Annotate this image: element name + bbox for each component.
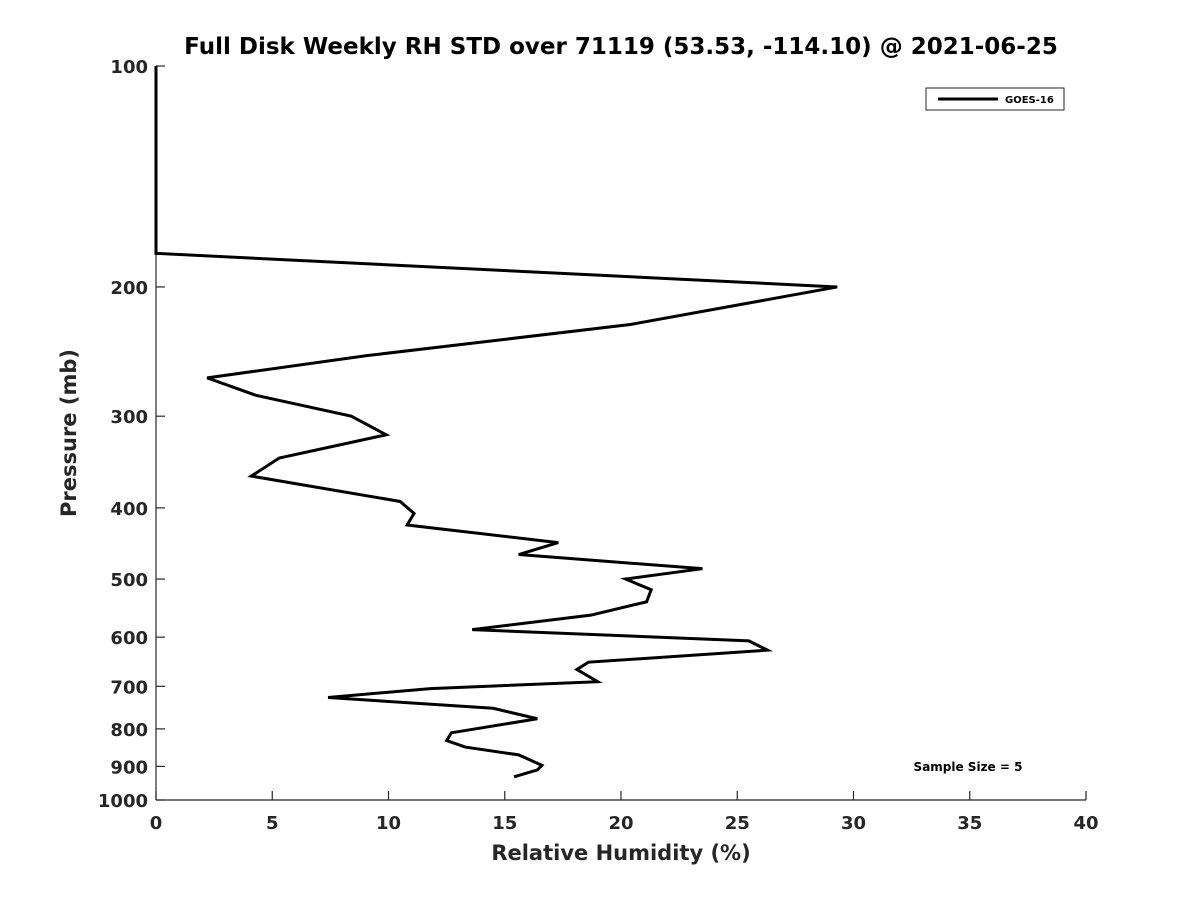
x-tick-label-8: 40 [1073,813,1098,834]
x-tick-label-1: 5 [266,813,279,834]
y-axis-ticks: 100 200 300 400 500 600 700 800 900 1000 [98,57,165,812]
x-axis-ticks: 0 5 10 15 20 25 30 35 40 [150,791,1099,834]
y-tick-label-7: 800 [110,720,148,741]
x-tick-label-4: 20 [608,813,633,834]
y-tick-label-0: 100 [110,57,148,78]
legend-entry-goes-16: GOES-16 [1005,95,1054,106]
y-tick-label-1: 200 [110,278,148,299]
x-tick-label-5: 25 [725,813,750,834]
x-tick-label-2: 10 [376,813,401,834]
x-tick-label-6: 30 [841,813,866,834]
x-tick-label-0: 0 [150,813,163,834]
y-tick-label-3: 400 [110,499,148,520]
legend: GOES-16 [925,87,1065,111]
chart-title: Full Disk Weekly RH STD over 71119 (53.5… [184,34,1058,60]
y-axis-label: Pressure (mb) [57,349,81,517]
y-tick-label-2: 300 [110,407,148,428]
y-tick-label-4: 500 [110,570,148,591]
y-tick-label-6: 700 [110,677,148,698]
y-tick-label-9: 1000 [98,791,148,812]
y-tick-label-8: 900 [110,757,148,778]
y-tick-label-5: 600 [110,628,148,649]
series-line-goes-16 [154,66,838,779]
x-tick-label-7: 35 [957,813,982,834]
series-group [154,66,838,779]
sample-size-annotation: Sample Size = 5 [914,760,1023,774]
x-axis-label: Relative Humidity (%) [491,841,750,865]
x-tick-label-3: 15 [492,813,517,834]
